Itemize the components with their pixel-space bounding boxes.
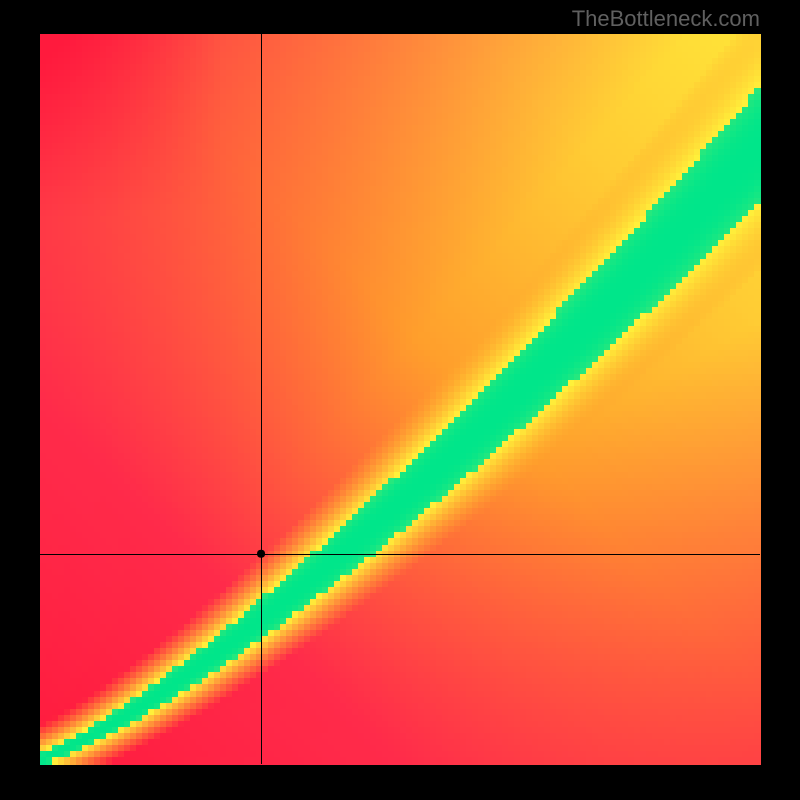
heatmap-canvas xyxy=(0,0,800,800)
watermark-text: TheBottleneck.com xyxy=(572,6,760,32)
chart-container: TheBottleneck.com xyxy=(0,0,800,800)
